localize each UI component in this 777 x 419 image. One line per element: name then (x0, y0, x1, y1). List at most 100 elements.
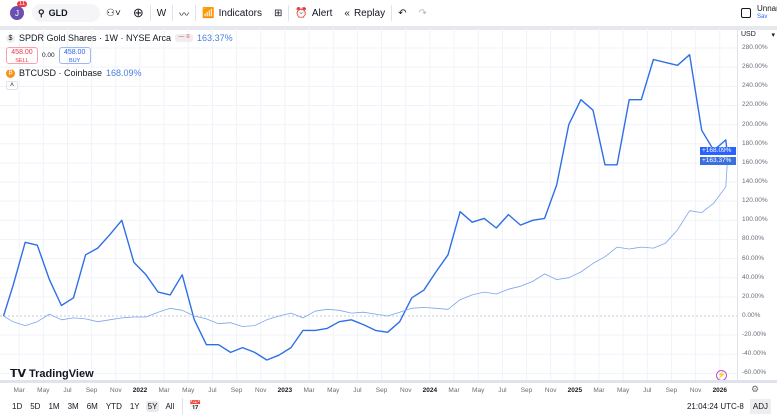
main-series-title: SPDR Gold Shares · 1W · NYSE Arca (19, 33, 172, 43)
replay-icon: « (344, 7, 350, 19)
symbol-text: GLD (48, 8, 68, 18)
y-tick-label: 180.00% (742, 139, 768, 147)
x-tick-label: 2025 (567, 387, 583, 394)
x-tick-label: Jul (63, 387, 72, 394)
x-tick-label: Nov (689, 387, 702, 394)
range-button-6m[interactable]: 6M (86, 401, 98, 411)
x-tick-label: 2024 (422, 387, 438, 394)
notification-badge: 11 (17, 1, 28, 7)
compare-button[interactable]: ⚇˅ (100, 2, 127, 24)
sell-button[interactable]: 458.00 SELL (6, 46, 38, 64)
user-avatar[interactable]: J 11 (10, 1, 28, 20)
range-button-3m[interactable]: 3M (67, 401, 79, 411)
y-tick-label: 40.00% (742, 273, 765, 281)
y-tick-label: 260.00% (742, 63, 768, 71)
replay-label: Replay (353, 7, 386, 19)
redo-button[interactable]: ↷ (412, 2, 432, 24)
time-axis[interactable]: Mar May Jul Sep Nov 2022 Mar May Jul Sep Nov 2023 Ma… (0, 380, 777, 397)
x-tick-label: Mar (448, 387, 460, 394)
x-tick-label: May (327, 387, 340, 394)
series-lines (2, 54, 729, 361)
y-tick-label: 140.00% (742, 178, 768, 186)
layout-name[interactable]: Unnar Sav (757, 5, 777, 21)
x-tick-label: Jul (643, 387, 652, 394)
range-button-1d[interactable]: 1D (12, 401, 23, 411)
alert-button[interactable]: ⏰ Alert (289, 2, 338, 24)
price-axis[interactable]: USD ▾ 280.00% 260.00% 240.00% 220.00% 200.00%… (737, 28, 777, 380)
divider (195, 5, 197, 21)
adj-button[interactable]: ADJ (749, 398, 771, 414)
range-button-5y[interactable]: 5Y (145, 400, 160, 412)
series-line-btcusd[interactable] (2, 54, 729, 361)
redo-icon: ↷ (418, 7, 427, 19)
y-tick-label: -40.00% (742, 350, 767, 358)
indicators-button[interactable]: 📶 Indicators (196, 2, 268, 24)
x-tick-label: Sep (520, 387, 533, 394)
range-button-5d[interactable]: 5D (30, 401, 41, 411)
trade-buttons: 458.00 SELL 0.00 458.00 BUY (6, 45, 233, 65)
y-tick-label: 240.00% (742, 82, 768, 90)
x-tick-label: Jul (353, 387, 362, 394)
y-tick-label: -20.00% (742, 331, 767, 339)
y-tick-label: 280.00% (742, 44, 768, 52)
range-button-ytd[interactable]: YTD (105, 401, 122, 411)
x-tick-label: Mar (13, 387, 25, 394)
y-tick-label: 100.00% (742, 216, 768, 224)
undo-button[interactable]: ↶ (392, 2, 412, 24)
symbol-search[interactable]: ⚲ GLD (32, 4, 100, 22)
divider (288, 5, 290, 21)
watermark-text: TradingView (29, 367, 94, 380)
x-tick-label: Mar (593, 387, 605, 394)
range-button-all[interactable]: All (165, 401, 175, 411)
x-tick-label: May (472, 387, 485, 394)
x-tick-label: Sep (665, 387, 678, 394)
x-tick-label: 2023 (277, 387, 293, 394)
y-tick-label: 200.00% (742, 120, 768, 128)
chart-type-button[interactable]: 〰 (173, 2, 195, 24)
legend-toggle-icon[interactable]: — ≡ (175, 34, 194, 42)
plus-circle-icon: ⊕ (132, 5, 144, 20)
square-icon (741, 8, 751, 18)
buy-button[interactable]: 458.00 BUY (58, 46, 91, 64)
x-tick-label: May (37, 387, 50, 394)
interval-button[interactable]: W (151, 2, 172, 24)
layouts-button[interactable]: ⊞ (268, 2, 288, 24)
main-series-change: 163.37% (197, 33, 233, 43)
y-tick-label: 160.00% (742, 158, 768, 166)
collapse-legend-button[interactable]: ˄ (6, 81, 18, 90)
x-tick-label: May (617, 387, 630, 394)
add-symbol-button[interactable]: ⊕ (127, 2, 150, 24)
series-line-gld[interactable] (3, 159, 728, 327)
x-tick-label: Mar (158, 387, 170, 394)
currency-select[interactable]: USD ▾ (741, 31, 775, 39)
line-chart-icon: 〰 (179, 9, 190, 21)
alert-label: Alert (311, 7, 333, 19)
sell-label: SELL (15, 57, 29, 64)
compare-series-title: BTCUSD · Coinbase (19, 68, 103, 78)
y-tick-label: 60.00% (742, 254, 765, 262)
range-button-1m[interactable]: 1M (48, 401, 60, 411)
interval-label: W (156, 7, 167, 19)
x-tick-label: Jul (208, 387, 217, 394)
x-tick-label: May (182, 387, 195, 394)
y-tick-label: 0.00% (742, 312, 761, 319)
clock-timezone[interactable]: 21:04:24 UTC-8 (686, 401, 744, 411)
x-tick-label: Nov (254, 387, 267, 394)
last-value-label-gld: +163.37% (700, 157, 736, 165)
replay-button[interactable]: «Replay (338, 2, 391, 24)
search-icon: ⚲ (38, 7, 45, 18)
layout-checkbox[interactable] (735, 2, 757, 24)
alarm-icon: ⏰ (295, 7, 308, 19)
range-button-1y[interactable]: 1Y (129, 401, 140, 411)
x-tick-label: Nov (399, 387, 412, 394)
bitcoin-icon: ₿ (6, 68, 15, 78)
calendar-icon[interactable]: 📅 (189, 400, 202, 412)
compare-series-legend[interactable]: ₿ BTCUSD · Coinbase 168.09% (6, 67, 233, 79)
main-series-legend[interactable]: $ SPDR Gold Shares · 1W · NYSE Arca — ≡ … (6, 32, 233, 44)
price-chart[interactable] (0, 28, 737, 380)
settings-icon[interactable]: ⚙ (751, 384, 760, 394)
chart-legend: $ SPDR Gold Shares · 1W · NYSE Arca — ≡ … (6, 32, 233, 90)
x-tick-label: Sep (230, 387, 243, 394)
currency-label: USD (741, 31, 756, 38)
divider (149, 5, 151, 21)
